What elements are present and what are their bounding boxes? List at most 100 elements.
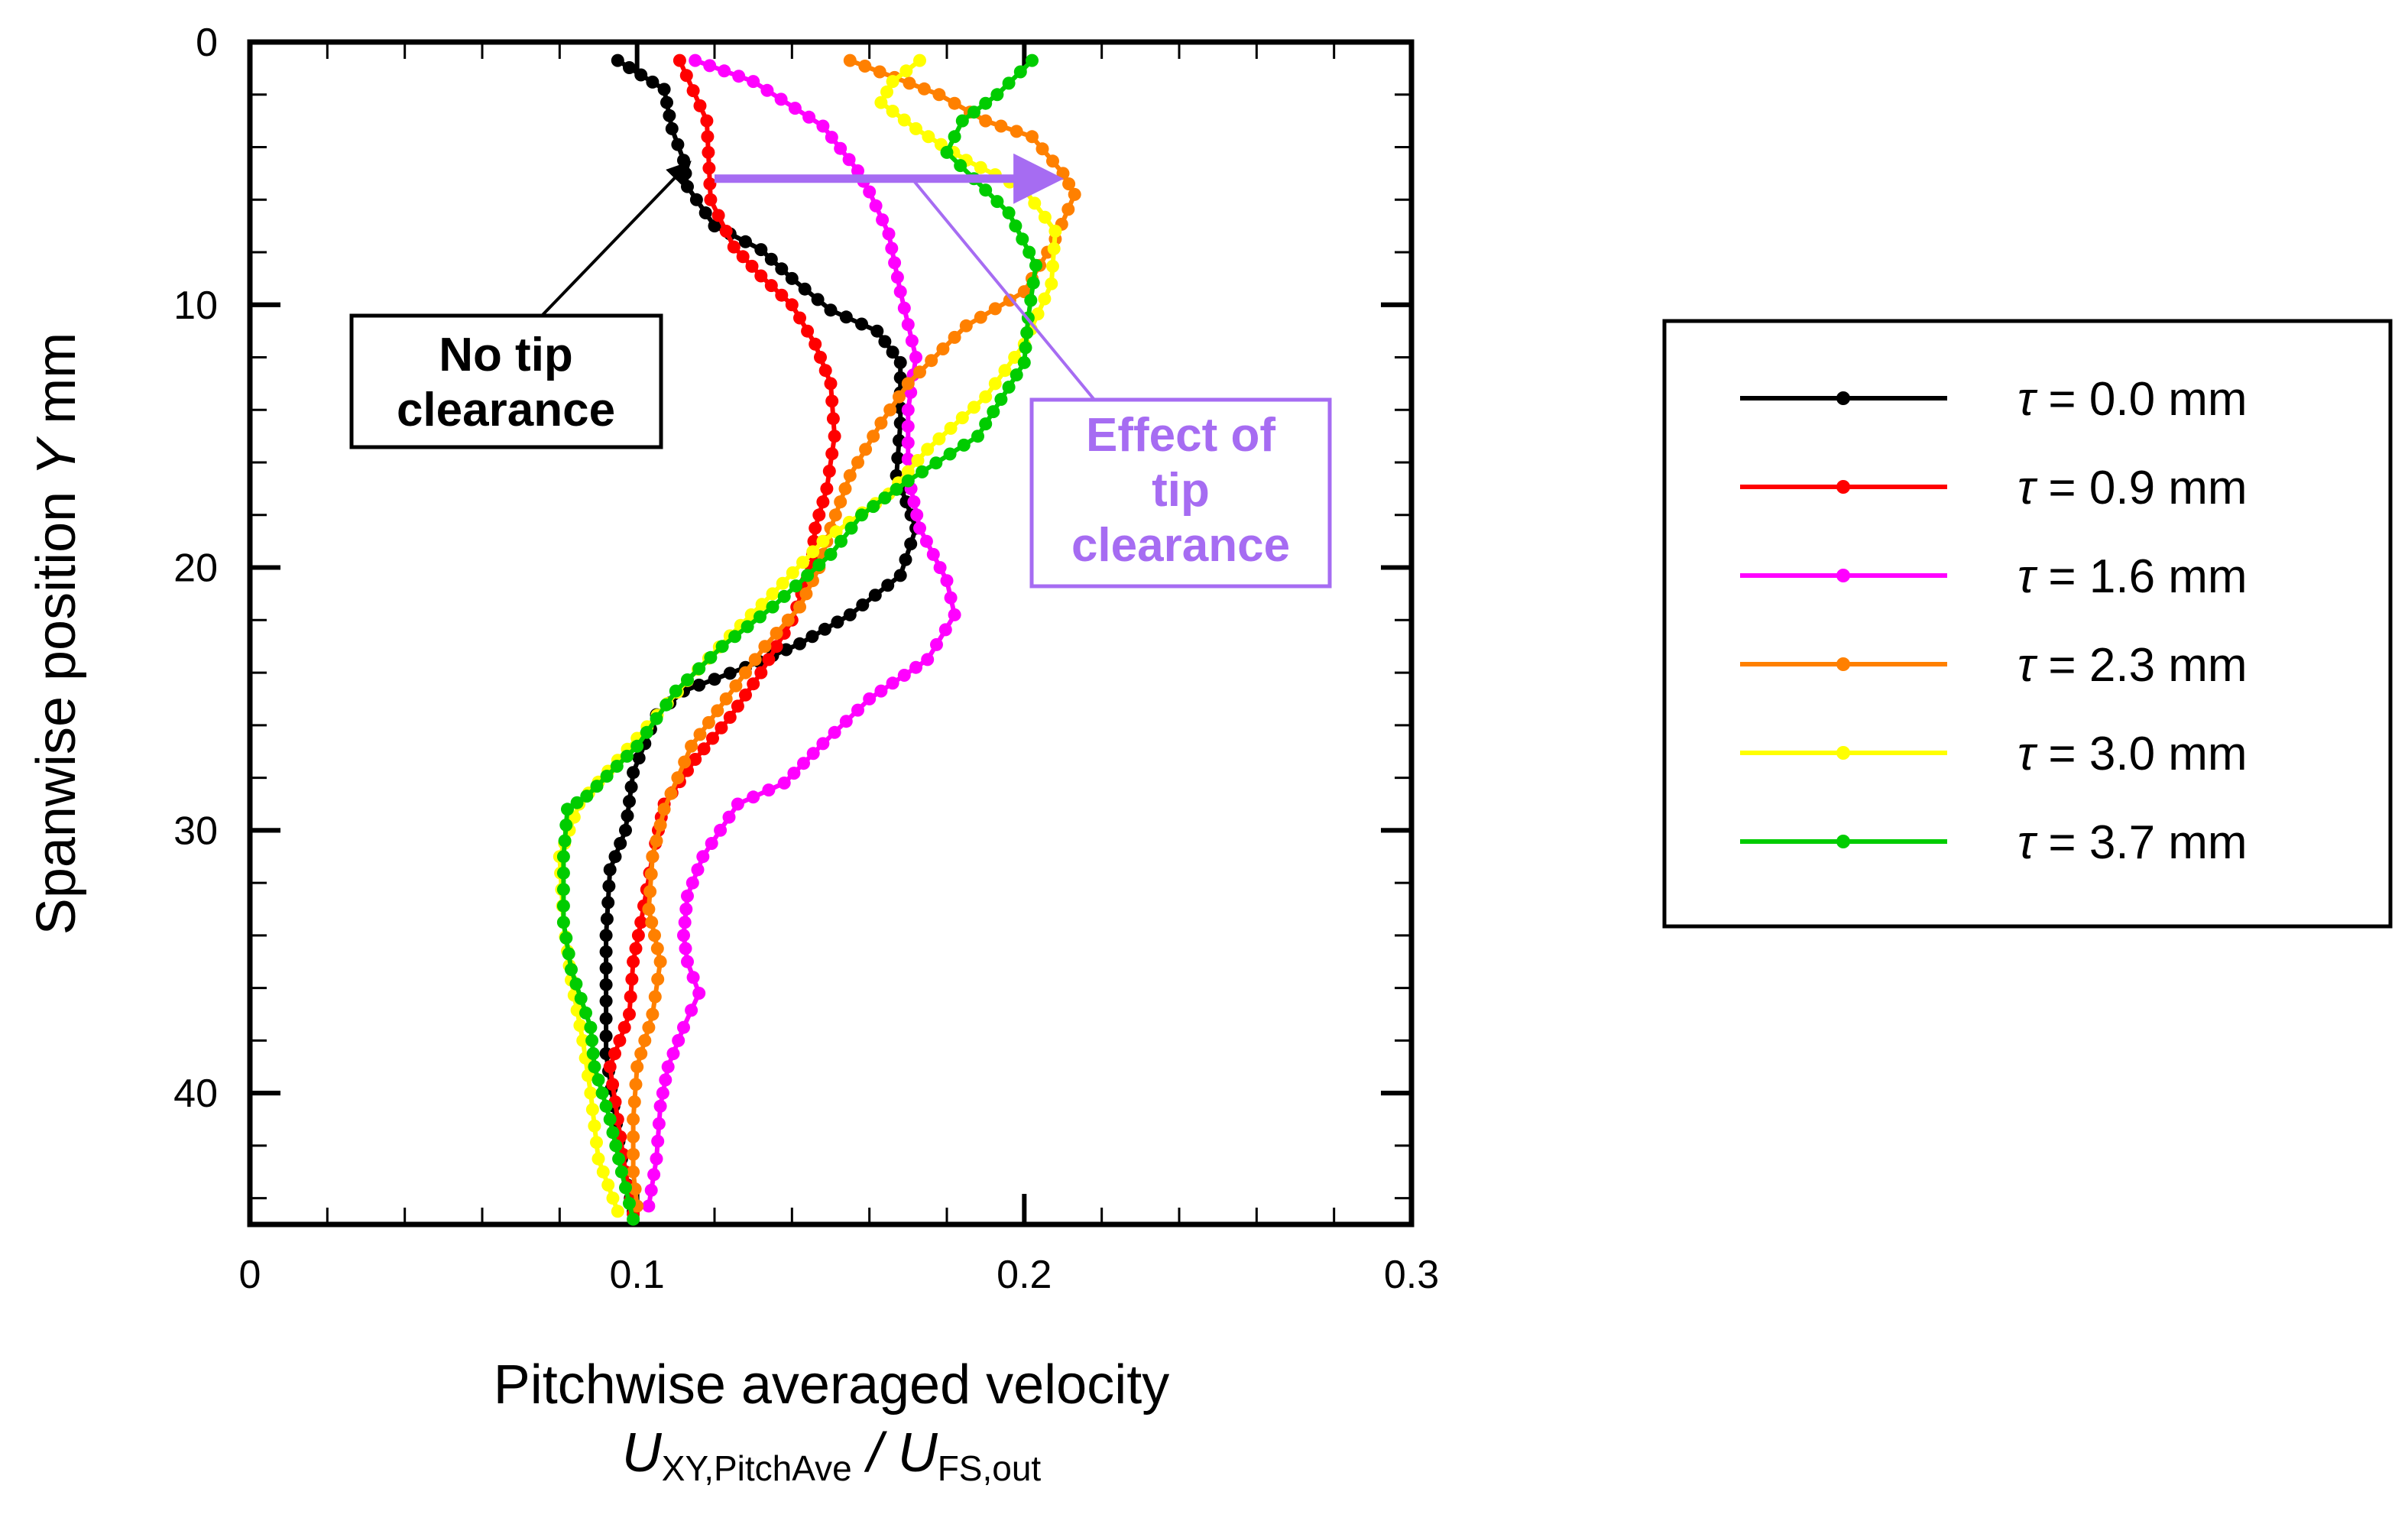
legend-swatch-marker — [1836, 746, 1850, 760]
data-point — [691, 863, 705, 877]
annotation-no-tip-box — [349, 313, 663, 449]
data-point — [1061, 203, 1075, 216]
data-point — [704, 650, 718, 664]
data-point — [988, 302, 1002, 316]
data-point — [922, 130, 935, 144]
data-point — [913, 365, 926, 379]
data-point — [609, 1139, 623, 1153]
data-point — [648, 929, 661, 942]
data-point — [681, 889, 694, 903]
data-point — [681, 955, 694, 968]
data-point — [698, 206, 712, 219]
data-point — [1029, 258, 1042, 272]
x-axis-formula: UXY,PitchAve / UFS,out — [622, 1422, 1042, 1488]
data-point — [666, 1047, 680, 1060]
data-point — [1002, 381, 1016, 394]
data-point — [785, 271, 799, 285]
data-point — [775, 262, 789, 276]
data-point — [599, 1030, 613, 1043]
data-point — [739, 235, 752, 248]
data-point — [828, 508, 842, 522]
data-point — [660, 698, 673, 712]
data-point — [585, 1033, 599, 1047]
data-point — [558, 834, 572, 848]
data-point — [606, 1126, 620, 1140]
data-point — [613, 1033, 627, 1047]
data-point — [880, 85, 893, 99]
data-point — [916, 465, 929, 478]
series-line — [630, 58, 1078, 1207]
data-point — [901, 403, 915, 417]
data-point — [689, 193, 703, 206]
data-point — [719, 225, 733, 238]
data-point — [878, 491, 892, 504]
data-point — [933, 561, 947, 575]
data-point — [634, 68, 648, 82]
data-point — [731, 797, 744, 811]
data-point — [685, 1004, 698, 1017]
data-point — [627, 955, 640, 968]
data-point — [653, 955, 667, 968]
x-tick-label: 0.2 — [997, 1253, 1052, 1297]
data-point — [677, 1020, 690, 1034]
data-point — [627, 1165, 640, 1179]
data-point — [678, 755, 692, 769]
data-point — [628, 1182, 642, 1196]
data-point — [591, 1152, 605, 1166]
data-point — [944, 591, 958, 605]
data-point — [642, 903, 656, 916]
data-point — [967, 401, 980, 414]
data-point — [599, 994, 613, 1008]
data-point — [627, 766, 640, 780]
data-point — [657, 83, 671, 96]
data-point — [764, 252, 778, 266]
data-point — [987, 405, 1000, 419]
data-point — [1035, 142, 1049, 156]
data-point — [897, 301, 911, 315]
data-point — [901, 465, 915, 478]
data-point — [798, 282, 812, 296]
data-point — [788, 102, 802, 115]
data-point — [569, 977, 583, 991]
data-point — [612, 1152, 626, 1166]
annotation-no-tip-clearance: No tip clearance — [349, 161, 692, 449]
data-point — [796, 556, 809, 569]
data-point — [672, 1033, 685, 1047]
data-point — [913, 521, 926, 535]
data-point — [621, 749, 634, 763]
data-point — [603, 1113, 617, 1126]
data-point — [585, 1103, 599, 1117]
data-point — [805, 630, 819, 644]
data-point — [705, 837, 718, 850]
data-point — [770, 640, 783, 653]
data-point — [891, 451, 905, 465]
data-point — [661, 1060, 675, 1074]
data-point — [903, 76, 916, 90]
series-2 — [642, 54, 961, 1213]
legend-label: τ = 0.9 mm — [2017, 462, 2248, 514]
data-point — [579, 1006, 592, 1020]
legend-item: τ = 0.9 mm — [1740, 462, 2248, 514]
data-point — [824, 547, 838, 561]
data-point — [702, 161, 716, 175]
data-point — [936, 342, 950, 355]
data-point — [834, 141, 847, 155]
data-point — [799, 587, 813, 601]
data-point — [786, 566, 799, 579]
legend-item: τ = 3.0 mm — [1740, 728, 2248, 780]
data-point — [561, 803, 574, 816]
data-point — [728, 630, 742, 644]
data-point — [839, 310, 853, 324]
data-point — [828, 725, 841, 739]
data-point — [642, 1020, 656, 1034]
data-point — [586, 1047, 600, 1060]
data-point — [994, 393, 1008, 406]
data-point — [591, 1073, 605, 1087]
legend-item: τ = 3.7 mm — [1740, 816, 2248, 869]
series-5 — [556, 54, 1042, 1226]
data-point — [910, 508, 924, 522]
data-point — [957, 438, 971, 452]
data-point — [905, 334, 919, 348]
data-point — [904, 537, 918, 551]
